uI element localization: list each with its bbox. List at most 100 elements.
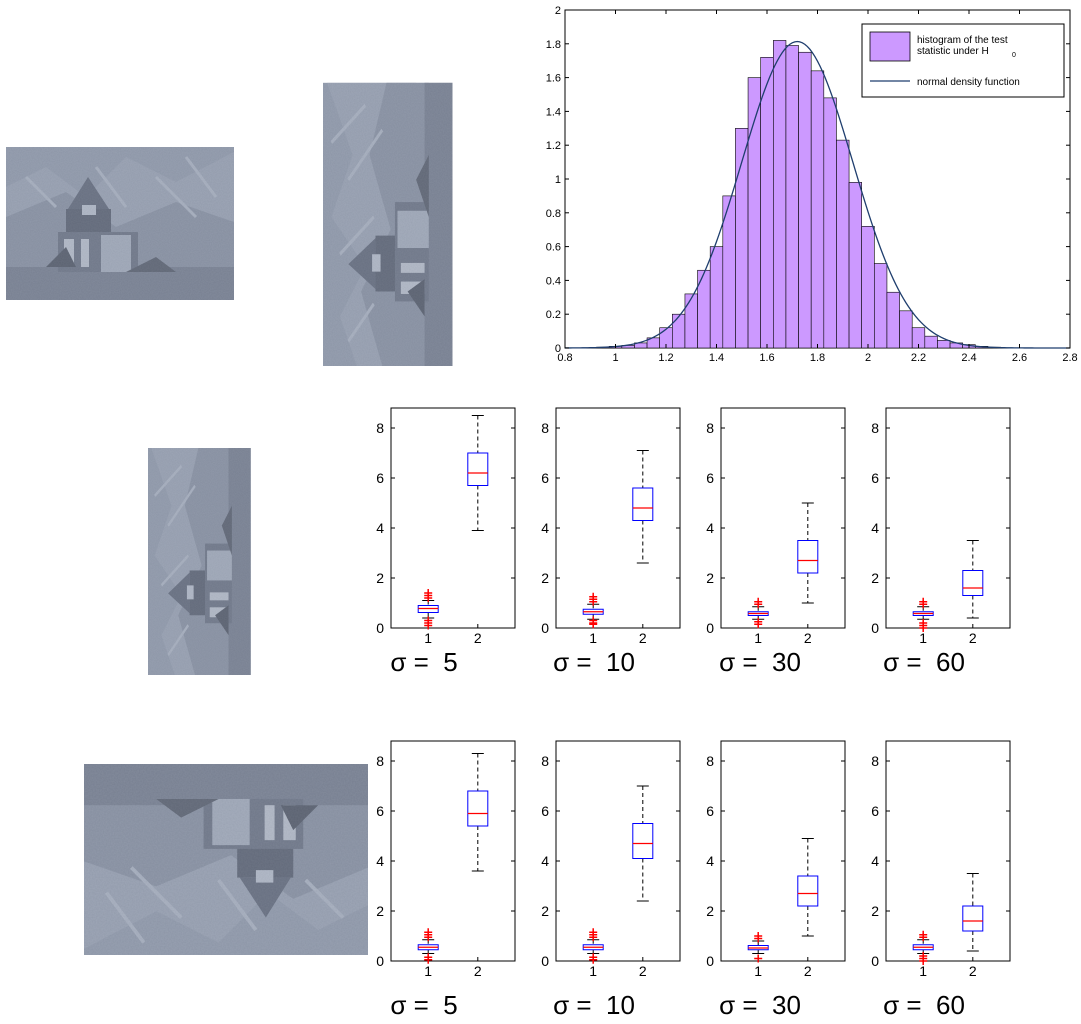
plot-frame: [720, 740, 846, 962]
x-tick-label: 1: [919, 630, 927, 646]
y-tick-label: 8: [376, 753, 384, 769]
legend-swatch-histogram: [869, 31, 911, 62]
y-tick-label: 2: [541, 903, 549, 919]
histogram-bar: [773, 40, 787, 349]
box: [467, 790, 489, 827]
y-tick-label: 0: [541, 620, 549, 636]
photo-original-graphic: [6, 147, 234, 300]
box: [467, 452, 489, 486]
histogram-chart: 0.8 1 1.2 1.4 1.6 1.8 2 2.2 2.4 2.6 2.8 0 0.2 0.4 0.6 0…: [546, 5, 1078, 364]
y-tick-label: 4: [706, 853, 714, 869]
x-tick-label: 2.2: [911, 352, 926, 364]
plot-frame: [885, 740, 1011, 962]
sigma-label-row2-2: σ = 10: [553, 990, 635, 1020]
photo-rotated-2-graphic: [148, 448, 301, 675]
y-tick-label: 0: [541, 953, 549, 969]
histogram-bar: [937, 340, 951, 349]
box-chart-row1-sigma5: 0 2 4 6 8 1 2: [376, 407, 516, 646]
photo-rotated-1-graphic: [323, 81, 516, 366]
x-tick-label: 1: [612, 352, 618, 364]
y-tick-label: 6: [541, 803, 549, 819]
plot-frame: [390, 407, 516, 629]
photo-rotated-1: [323, 81, 516, 366]
y-tick-label: 1: [555, 174, 561, 186]
y-tick-label: 2: [871, 903, 879, 919]
x-tick-label: 2: [639, 630, 647, 646]
photo-rotated-3: [84, 764, 368, 955]
histogram-bar: [848, 182, 862, 349]
legend-label-density: normal density function: [917, 77, 1020, 88]
y-tick-label: 0: [871, 953, 879, 969]
x-tick-label: 1: [589, 630, 597, 646]
legend-label-histogram-subscript: 0: [1012, 52, 1016, 59]
y-tick-label: 0.8: [546, 208, 561, 220]
x-tick-label: 2.4: [961, 352, 976, 364]
x-tick-label: 2: [969, 963, 977, 979]
x-tick-label: 1: [919, 963, 927, 979]
y-tick-label: 4: [376, 853, 384, 869]
box-chart-row2-sigma30: 0 2 4 6 8 1 2: [706, 740, 846, 979]
x-tick-label: 1: [589, 963, 597, 979]
box: [962, 570, 984, 596]
sigma-label-row1-2: σ = 10: [553, 647, 635, 677]
box-chart-row1-sigma30: 0 2 4 6 8 1 2: [706, 407, 846, 646]
x-tick-label: 2.6: [1012, 352, 1027, 364]
y-tick-label: 1.8: [546, 39, 561, 51]
box-chart-row1-sigma60: 0 2 4 6 8 1 2: [871, 407, 1011, 646]
histogram-bar: [886, 291, 900, 349]
y-tick-label: 2: [376, 903, 384, 919]
histogram-bar: [874, 263, 888, 349]
legend-label-histogram-line2: statistic under H: [917, 46, 989, 57]
box: [632, 487, 654, 521]
y-tick-label: 0: [871, 620, 879, 636]
x-tick-label: 1: [424, 630, 432, 646]
y-tick-label: 8: [541, 753, 549, 769]
y-tick-label: 1.4: [546, 106, 561, 118]
y-tick-label: 2: [376, 570, 384, 586]
photo-rotated-3-graphic: [84, 764, 368, 955]
y-tick-label: 4: [706, 520, 714, 536]
x-tick-label: 1: [754, 963, 762, 979]
y-tick-label: 8: [706, 420, 714, 436]
sigma-label-row1-1: σ = 5: [390, 647, 458, 677]
x-tick-label: 1: [424, 963, 432, 979]
y-tick-label: 0: [706, 620, 714, 636]
x-tick-label: 1.8: [810, 352, 825, 364]
x-tick-label: 2: [804, 963, 812, 979]
box-chart-row2-sigma10: 0 2 4 6 8 1 2: [541, 740, 681, 979]
x-tick-label: 2: [804, 630, 812, 646]
histogram-bar: [899, 310, 913, 349]
histogram-bar: [672, 313, 686, 349]
photo-original: [6, 147, 234, 300]
histogram-bar: [709, 246, 724, 349]
plot-frame: [720, 407, 846, 629]
y-tick-label: 8: [871, 420, 879, 436]
histogram-bar: [861, 226, 875, 349]
histogram-bar: [823, 97, 837, 349]
x-tick-label: 2: [865, 352, 871, 364]
histogram-bar: [798, 51, 812, 349]
histogram-bar: [684, 293, 698, 349]
x-tick-label: 2: [969, 630, 977, 646]
y-tick-label: 6: [871, 470, 879, 486]
x-tick-label: 2: [474, 963, 482, 979]
x-tick-label: 1.2: [658, 352, 673, 364]
sigma-label-row2-3: σ = 30: [719, 990, 801, 1020]
photo-rotated-2: [148, 448, 301, 675]
plot-frame: [555, 407, 681, 629]
x-tick-label: 1.6: [759, 352, 774, 364]
normal-density-line: [564, 40, 1070, 349]
histogram-bar: [747, 77, 761, 349]
x-tick-label: 1: [754, 630, 762, 646]
sigma-label-row2-1: σ = 5: [390, 990, 458, 1020]
sigma-label-row2-4: σ = 60: [883, 990, 965, 1020]
y-tick-label: 1.6: [546, 73, 561, 85]
y-tick-label: 6: [706, 470, 714, 486]
box-chart-row2-sigma60: 0 2 4 6 8 1 2: [871, 740, 1011, 979]
y-tick-label: 4: [871, 853, 879, 869]
histogram-bar: [836, 139, 850, 349]
y-tick-label: 4: [541, 853, 549, 869]
plot-frame: [555, 740, 681, 962]
y-tick-label: 4: [871, 520, 879, 536]
legend-label-histogram-line1: histogram of the test: [917, 35, 1008, 46]
